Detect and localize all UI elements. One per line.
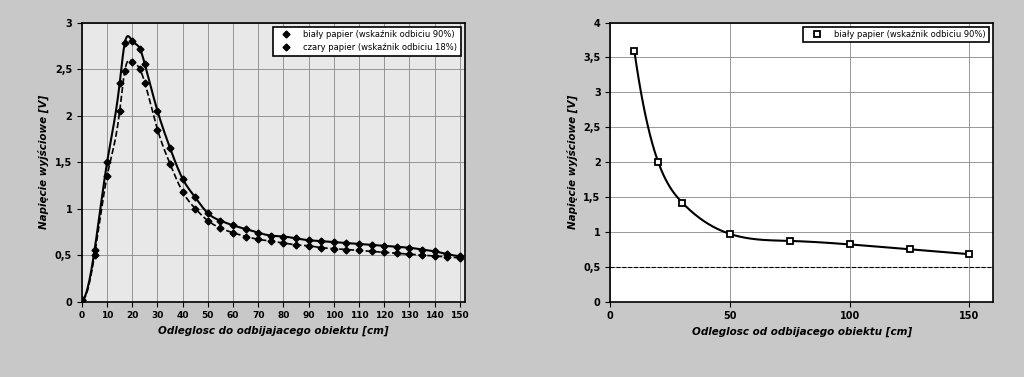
czary papier (wskaźnik odbiciu 18%) (76, 297, 88, 302)
biały papier (wskaźnik odbiciu 90%) (164, 146, 176, 150)
biały papier (wskaźnik odbiciu 90%) (628, 48, 640, 53)
Legend: biały papier (wskaźnik odbiciu 90%): biały papier (wskaźnik odbiciu 90%) (803, 27, 989, 43)
czary papier (wskaźnik odbiciu 18%) (340, 247, 352, 252)
biały papier (wskaźnik odbiciu 90%) (441, 252, 454, 256)
czary papier (wskaźnik odbiciu 18%) (126, 60, 138, 64)
biały papier (wskaźnik odbiciu 90%) (214, 218, 226, 223)
czary papier (wskaźnik odbiciu 18%) (240, 234, 252, 239)
biały papier (wskaźnik odbiciu 90%) (76, 297, 88, 302)
biały papier (wskaźnik odbiciu 90%) (302, 238, 314, 242)
czary papier (wskaźnik odbiciu 18%) (227, 230, 240, 235)
czary papier (wskaźnik odbiciu 18%) (454, 256, 466, 260)
biały papier (wskaźnik odbiciu 90%) (202, 211, 214, 216)
Legend: biały papier (wskaźnik odbiciu 90%), czary papier (wskaźnik odbiciu 18%): biały papier (wskaźnik odbiciu 90%), cza… (272, 27, 461, 56)
czary papier (wskaźnik odbiciu 18%) (391, 251, 403, 256)
Line: biały papier (wskaźnik odbiciu 90%): biały papier (wskaźnik odbiciu 90%) (631, 47, 973, 257)
biały papier (wskaźnik odbiciu 90%) (101, 160, 114, 164)
X-axis label: Odleglosc od odbijacego obiektu [cm]: Odleglosc od odbijacego obiektu [cm] (692, 327, 912, 337)
czary papier (wskaźnik odbiciu 18%) (252, 237, 264, 242)
czary papier (wskaźnik odbiciu 18%) (403, 252, 416, 256)
czary papier (wskaźnik odbiciu 18%) (290, 243, 302, 247)
biały papier (wskaźnik odbiciu 90%) (278, 234, 290, 239)
biały papier (wskaźnik odbiciu 90%) (126, 39, 138, 43)
czary papier (wskaźnik odbiciu 18%) (134, 67, 146, 71)
biały papier (wskaźnik odbiciu 90%) (176, 176, 188, 181)
biały papier (wskaźnik odbiciu 90%) (676, 200, 688, 205)
czary papier (wskaźnik odbiciu 18%) (416, 253, 428, 257)
biały papier (wskaźnik odbiciu 90%) (964, 252, 976, 256)
Y-axis label: Napięcie wyjściowe [V]: Napięcie wyjściowe [V] (566, 95, 578, 229)
biały papier (wskaźnik odbiciu 90%) (290, 236, 302, 241)
biały papier (wskaźnik odbiciu 90%) (428, 249, 440, 254)
biały papier (wskaźnik odbiciu 90%) (340, 241, 352, 245)
biały papier (wskaźnik odbiciu 90%) (391, 244, 403, 249)
czary papier (wskaźnik odbiciu 18%) (152, 127, 164, 132)
czary papier (wskaźnik odbiciu 18%) (315, 245, 328, 250)
czary papier (wskaźnik odbiciu 18%) (119, 69, 131, 73)
Line: czary papier (wskaźnik odbiciu 18%): czary papier (wskaźnik odbiciu 18%) (80, 59, 462, 302)
czary papier (wskaźnik odbiciu 18%) (366, 249, 378, 254)
czary papier (wskaźnik odbiciu 18%) (428, 254, 440, 258)
biały papier (wskaźnik odbiciu 90%) (139, 62, 152, 67)
X-axis label: Odleglosc do odbijajacego obiektu [cm]: Odleglosc do odbijajacego obiektu [cm] (158, 326, 389, 336)
czary papier (wskaźnik odbiciu 18%) (441, 255, 454, 259)
czary papier (wskaźnik odbiciu 18%) (189, 206, 202, 211)
czary papier (wskaźnik odbiciu 18%) (265, 239, 278, 244)
biały papier (wskaźnik odbiciu 90%) (403, 245, 416, 250)
biały papier (wskaźnik odbiciu 90%) (416, 247, 428, 252)
biały papier (wskaźnik odbiciu 90%) (315, 239, 328, 244)
biały papier (wskaźnik odbiciu 90%) (652, 160, 665, 164)
biały papier (wskaźnik odbiciu 90%) (252, 230, 264, 235)
biały papier (wskaźnik odbiciu 90%) (88, 248, 100, 253)
czary papier (wskaźnik odbiciu 18%) (353, 248, 366, 253)
biały papier (wskaźnik odbiciu 90%) (227, 223, 240, 228)
biały papier (wskaźnik odbiciu 90%) (378, 244, 390, 248)
biały papier (wskaźnik odbiciu 90%) (783, 239, 796, 243)
czary papier (wskaźnik odbiciu 18%) (214, 226, 226, 230)
czary papier (wskaźnik odbiciu 18%) (176, 190, 188, 194)
biały papier (wskaźnik odbiciu 90%) (724, 232, 736, 236)
czary papier (wskaźnik odbiciu 18%) (101, 174, 114, 178)
biały papier (wskaźnik odbiciu 90%) (114, 81, 126, 85)
czary papier (wskaźnik odbiciu 18%) (88, 253, 100, 257)
Y-axis label: Napięcie wyjściowe [V]: Napięcie wyjściowe [V] (38, 95, 49, 229)
czary papier (wskaźnik odbiciu 18%) (302, 244, 314, 248)
biały papier (wskaźnik odbiciu 90%) (328, 240, 340, 244)
czary papier (wskaźnik odbiciu 18%) (164, 162, 176, 166)
czary papier (wskaźnik odbiciu 18%) (328, 246, 340, 251)
biały papier (wskaźnik odbiciu 90%) (119, 41, 131, 45)
czary papier (wskaźnik odbiciu 18%) (114, 109, 126, 113)
biały papier (wskaźnik odbiciu 90%) (903, 247, 915, 251)
Line: biały papier (wskaźnik odbiciu 90%): biały papier (wskaźnik odbiciu 90%) (80, 39, 462, 302)
biały papier (wskaźnik odbiciu 90%) (454, 254, 466, 258)
czary papier (wskaźnik odbiciu 18%) (139, 81, 152, 85)
biały papier (wskaźnik odbiciu 90%) (134, 46, 146, 51)
czary papier (wskaźnik odbiciu 18%) (202, 218, 214, 223)
czary papier (wskaźnik odbiciu 18%) (378, 250, 390, 254)
biały papier (wskaźnik odbiciu 90%) (353, 242, 366, 246)
czary papier (wskaźnik odbiciu 18%) (278, 241, 290, 245)
biały papier (wskaźnik odbiciu 90%) (265, 233, 278, 238)
biały papier (wskaźnik odbiciu 90%) (844, 242, 856, 247)
biały papier (wskaźnik odbiciu 90%) (240, 227, 252, 231)
biały papier (wskaźnik odbiciu 90%) (366, 243, 378, 247)
biały papier (wskaźnik odbiciu 90%) (152, 109, 164, 113)
biały papier (wskaźnik odbiciu 90%) (189, 195, 202, 200)
